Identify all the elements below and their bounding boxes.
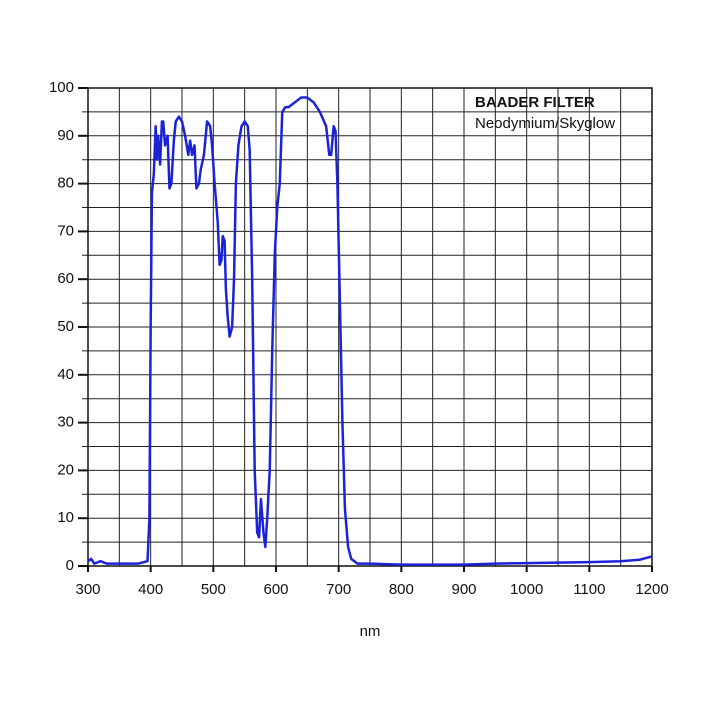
x-tick-label: 400 [138,581,163,598]
x-tick-label: 900 [451,581,476,598]
x-tick-label: 500 [201,581,226,598]
x-tick-label: 1200 [635,581,668,598]
chart-title: BAADER FILTER [475,94,595,111]
x-tick-label: 700 [326,581,351,598]
x-tick-label: 1000 [510,581,543,598]
x-tick-label: 600 [263,581,288,598]
y-tick-label: 50 [57,318,74,335]
y-tick-label: 80 [57,175,74,192]
y-tick-label: 30 [57,414,74,431]
y-tick-label: 20 [57,461,74,478]
plot-frame [87,87,653,567]
y-tick-label: 90 [57,127,74,144]
x-axis-label: nm [360,623,381,640]
y-tick-label: 100 [49,79,74,96]
x-tick-label: 300 [75,581,100,598]
y-tick-label: 60 [57,270,74,287]
chart-subtitle: Neodymium/Skyglow [475,115,615,132]
y-tick-label: 40 [57,366,74,383]
y-tick-label: 70 [57,222,74,239]
x-tick-label: 800 [389,581,414,598]
x-tick-label: 1100 [573,581,605,598]
y-tick-label: 0 [66,557,74,574]
data-line [87,96,653,566]
y-tick-label: 10 [57,509,74,526]
